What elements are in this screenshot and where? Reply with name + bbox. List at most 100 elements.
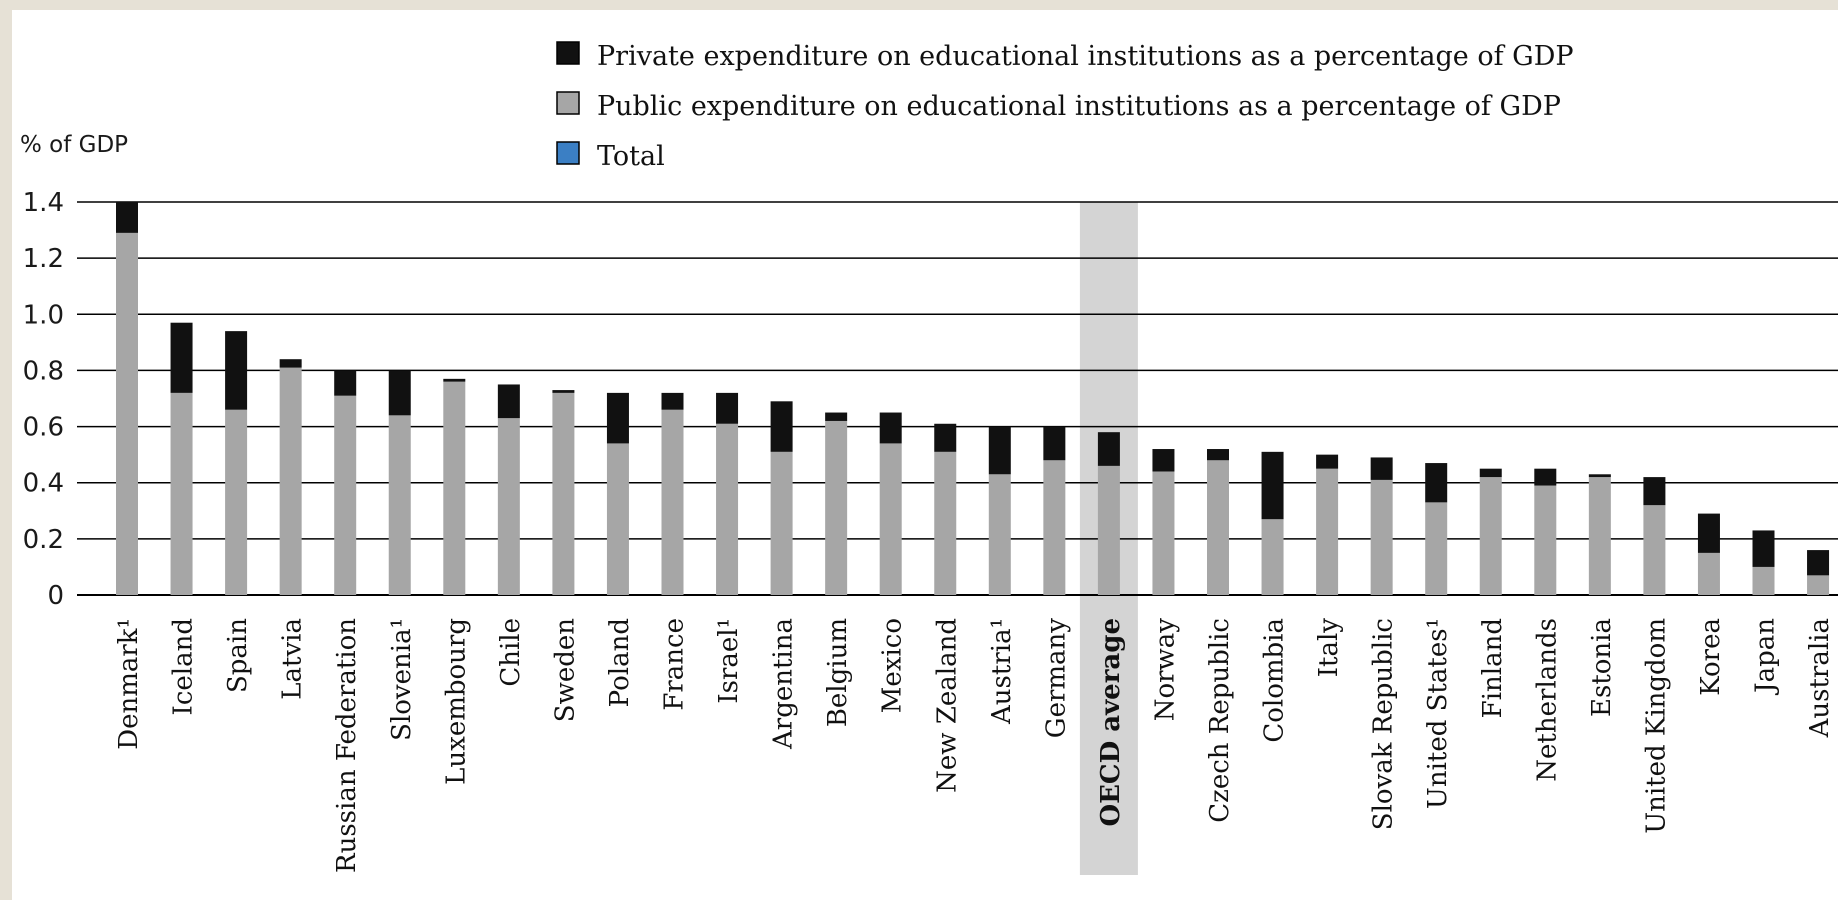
y-axis-label: % of GDP [20,132,128,158]
bar-private [1316,454,1339,469]
bar-private [279,359,302,368]
bar-public [279,367,302,595]
bar-public [116,232,138,595]
x-category-label: Luxembourg [441,618,471,785]
bar-public [1043,460,1066,595]
bar-public [1152,471,1175,595]
y-tick-label: 1.4 [23,188,64,218]
bar-public [1479,477,1502,595]
bar-private [1752,530,1775,567]
bar-public [825,420,848,595]
bar-public [661,409,684,595]
bar-private [225,331,248,410]
bar-private [1097,432,1120,466]
bar-public [988,474,1011,595]
bar-public [1697,552,1720,595]
bar-private [1370,457,1393,480]
bar-private [661,392,684,410]
stacked-bar-chart: 0 0.2 0.4 0.6 0.8 1.0 1.2 1.4 Denmark¹ Iceland Sp… [20,41,1838,875]
bar-public [552,392,575,595]
bar-private [1643,477,1666,506]
bar-private [552,390,575,393]
bar-public [934,451,957,595]
bar-public [770,451,793,595]
bar-private [497,384,520,419]
x-category-label: Iceland [169,618,199,715]
bar-public [1370,479,1393,595]
bar-private [170,322,193,393]
bar-public [1807,575,1830,595]
x-category-label: Slovenia¹ [387,618,417,741]
bar-public [1425,502,1448,595]
x-category-label: Denmark¹ [114,618,144,750]
y-tick-label: 0.2 [23,525,64,555]
bar-public [443,381,466,595]
y-tick-label: 0.6 [23,413,64,443]
x-category-label: Australia [1805,618,1835,738]
bar-private [1479,468,1502,478]
bar-public [497,418,520,595]
x-category-label: OECD average [1096,618,1126,827]
bar-private [334,370,357,396]
x-category-label: Austria¹ [987,618,1017,725]
bar-private [988,426,1011,475]
x-category-label: Korea [1696,618,1726,696]
bar-public [225,409,248,595]
x-category-label: United States¹ [1423,618,1453,809]
bar-public [716,423,739,595]
x-category-label: Spain [223,618,253,693]
x-category-label: Israel¹ [714,618,744,704]
y-tick-label: 0 [47,581,64,611]
x-category-label: Sweden [550,618,580,722]
y-tick-label: 0.8 [23,356,64,386]
bar-private [1207,449,1229,461]
bar-public [1588,477,1611,595]
y-tick-label: 1.2 [23,244,64,274]
legend: Private expenditure on educational insti… [556,41,1574,172]
bar-private [1152,449,1175,472]
x-category-label: United Kingdom [1641,618,1671,834]
x-category-label: France [660,618,690,711]
bar-public [334,395,357,595]
legend-label-public: Public expenditure on educational instit… [597,91,1561,122]
x-category-label: Latvia [278,618,308,700]
bar-private [443,378,466,382]
x-category-label: Russian Federation [332,618,362,873]
bar-public [170,392,193,595]
x-category-label: Belgium [823,618,853,727]
x-category-label: Germany [1041,618,1071,738]
bar-public [388,415,411,595]
bar-private [1588,474,1611,478]
x-category-label: Estonia [1587,618,1617,717]
x-category-label: New Zealand [932,618,962,793]
bar-private [716,392,739,424]
bar-private [1261,451,1284,520]
bar-private [116,202,138,233]
x-category-label: Slovak Republic [1369,618,1399,830]
bar-public [879,443,902,595]
x-category-label: Netherlands [1532,618,1562,782]
y-tick-label: 0.4 [23,469,64,499]
bar-public [1752,566,1775,595]
legend-swatch-public [556,91,580,115]
bar-private [1043,426,1066,461]
bar-private [770,401,793,452]
x-category-label: Colombia [1260,618,1290,743]
x-category-label: Poland [605,618,635,707]
legend-swatch-private [556,41,580,65]
x-category-label: Finland [1478,618,1508,718]
bar-public [1643,505,1666,595]
chart-panel: 0 0.2 0.4 0.6 0.8 1.0 1.2 1.4 Denmark¹ Iceland Sp… [12,10,1838,900]
x-category-label: Italy [1314,618,1344,678]
x-category-label: Czech Republic [1205,618,1235,823]
bar-private [388,370,411,416]
bar-private [1807,550,1830,576]
bar-public [1207,460,1229,595]
bar-public [606,443,629,595]
x-category-label: Chile [496,618,526,687]
bar-public [1534,485,1557,595]
x-category-label: Japan [1751,618,1781,696]
bar-private [1425,463,1448,503]
bar-public [1097,465,1120,595]
x-category-label: Argentina [769,618,799,750]
